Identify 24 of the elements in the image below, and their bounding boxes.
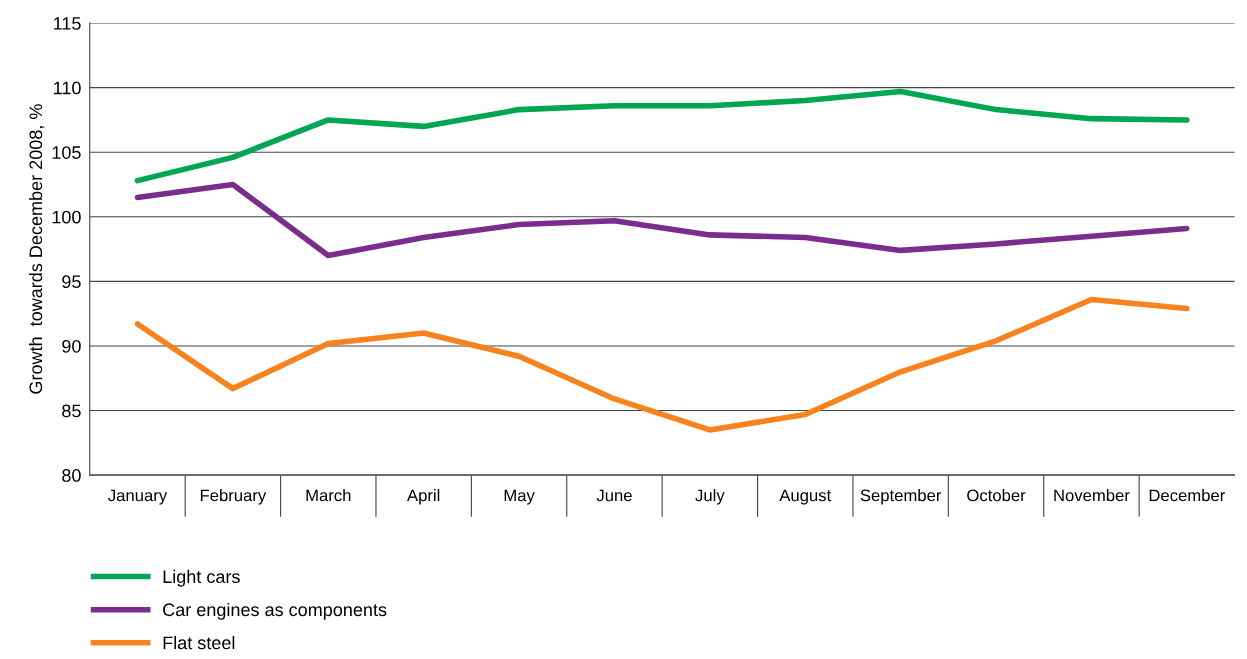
x-tick-label: June — [596, 489, 632, 502]
legend-label: Light cars — [163, 569, 240, 587]
y-tick-label: 85 — [62, 404, 81, 418]
x-tick-label: January — [108, 489, 168, 505]
y-tick-label: 110 — [54, 81, 81, 95]
x-tick-label: July — [695, 489, 725, 505]
y-tick-label: 105 — [52, 146, 81, 159]
legend-label: Flat steel — [163, 635, 235, 650]
x-tick-label: November — [1054, 489, 1130, 502]
x-tick-label: December — [1149, 489, 1225, 502]
x-tick-label: October — [967, 489, 1026, 502]
x-tick-label: February — [200, 489, 267, 505]
x-tick-label: August — [779, 489, 832, 505]
legend-label: Car engines as components — [163, 602, 387, 620]
y-tick-label: 100 — [52, 210, 81, 224]
x-tick-label: March — [306, 489, 351, 502]
y-tick-label: 115 — [54, 17, 81, 30]
x-tick-label: April — [407, 489, 440, 505]
y-tick-label: 95 — [62, 275, 81, 289]
y-axis-title: Growth towards December 2008, % — [28, 104, 45, 394]
y-tick-label: 80 — [62, 469, 81, 482]
x-tick-label: May — [504, 489, 535, 505]
x-tick-label: September — [860, 489, 942, 505]
y-tick-label: 90 — [62, 339, 81, 353]
